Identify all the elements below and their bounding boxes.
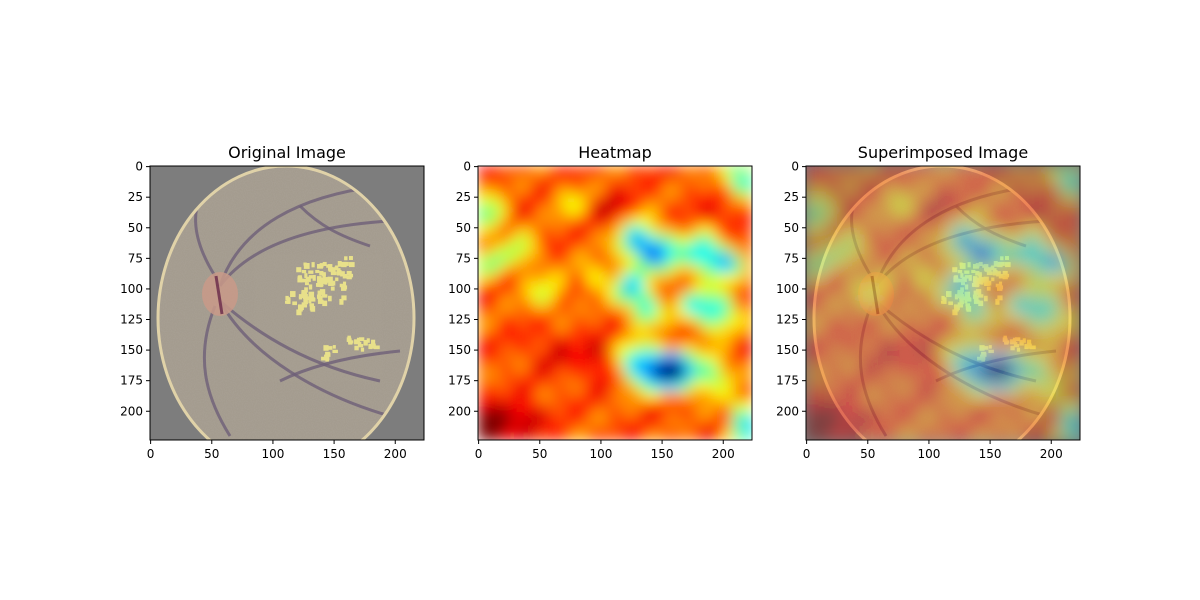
y-tick-label: 125 (120, 313, 143, 327)
panel-superimposed: Superimposed Image 0 50 100 150 200 0 25 50 75 100… (776, 143, 1081, 461)
axes-frame (477, 165, 753, 441)
y-tick-label: 100 (776, 282, 799, 296)
panel-title: Heatmap (578, 143, 652, 162)
x-tick-label: 150 (979, 447, 1002, 461)
x-tick-label: 200 (1040, 447, 1063, 461)
y-tick-label: 50 (784, 221, 799, 235)
y-tick-label: 25 (456, 190, 471, 204)
y-tick-label: 75 (456, 251, 471, 265)
y-tick-label: 150 (120, 343, 143, 357)
panel-title: Superimposed Image (858, 143, 1028, 162)
x-tick-label: 0 (147, 447, 155, 461)
y-tick-label: 175 (448, 374, 471, 388)
x-tick-label: 150 (323, 447, 346, 461)
x-tick-label: 200 (384, 447, 407, 461)
y-tick-label: 50 (456, 221, 471, 235)
y-tick-label: 150 (776, 343, 799, 357)
x-tick-label: 50 (204, 447, 219, 461)
y-tick-label: 125 (448, 313, 471, 327)
y-tick-label: 150 (448, 343, 471, 357)
x-tick-label: 100 (261, 447, 284, 461)
heatmap-image (478, 166, 752, 440)
y-tick-label: 100 (120, 282, 143, 296)
y-tick-label: 25 (784, 190, 799, 204)
y-tick-label: 25 (128, 190, 143, 204)
superimposed-image (806, 166, 1080, 440)
x-tick-label: 50 (532, 447, 547, 461)
y-tick-label: 0 (135, 160, 143, 174)
x-tick-label: 150 (651, 447, 674, 461)
axes-frame (149, 165, 425, 441)
x-tick-label: 100 (589, 447, 612, 461)
x-tick-label: 0 (475, 447, 483, 461)
original-image (150, 166, 424, 440)
y-tick-label: 200 (448, 404, 471, 418)
y-tick-label: 75 (128, 251, 143, 265)
x-tick-label: 50 (860, 447, 875, 461)
panel-title: Original Image (228, 143, 346, 162)
y-tick-label: 0 (791, 160, 799, 174)
panel-heatmap: Heatmap 0 50 100 150 200 0 25 50 75 100 125 150 175 20… (448, 143, 753, 461)
x-tick-label: 100 (917, 447, 940, 461)
y-tick-label: 50 (128, 221, 143, 235)
y-tick-label: 175 (120, 374, 143, 388)
y-tick-label: 75 (784, 251, 799, 265)
y-tick-label: 200 (776, 404, 799, 418)
x-tick-label: 0 (803, 447, 811, 461)
y-tick-label: 100 (448, 282, 471, 296)
y-tick-label: 200 (120, 404, 143, 418)
x-tick-label: 200 (712, 447, 735, 461)
axes-frame (805, 165, 1081, 441)
panel-original: Original Image 0 50 100 150 200 0 25 50 75 100 125 1… (120, 143, 425, 461)
y-tick-label: 175 (776, 374, 799, 388)
y-tick-label: 125 (776, 313, 799, 327)
y-tick-label: 0 (463, 160, 471, 174)
